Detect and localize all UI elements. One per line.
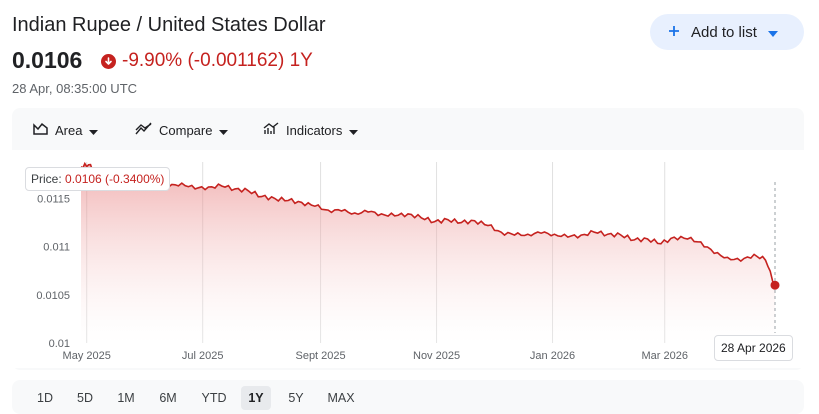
y-tick-label: 0.0115 <box>37 194 70 206</box>
price-change: -9.90% (-0.001162) 1Y <box>101 50 313 72</box>
range-button-1y[interactable]: 1Y <box>241 386 271 410</box>
indicators-label: Indicators <box>286 122 343 138</box>
timestamp: 28 Apr, 08:35:00 UTC <box>12 81 138 96</box>
price-line <box>80 161 776 286</box>
caret-down-icon <box>349 123 359 138</box>
current-price: 0.0106 <box>12 47 83 73</box>
compare-icon <box>135 122 152 138</box>
caret-down-icon <box>767 24 778 41</box>
range-button-5d[interactable]: 5D <box>77 391 93 405</box>
price-change-text: -9.90% (-0.001162) 1Y <box>122 50 313 71</box>
tooltip-value: 0.0106 (-0.3400%) <box>65 172 165 186</box>
x-tick-label: Nov 2025 <box>413 350 460 362</box>
tooltip-prefix: Price: <box>31 172 66 186</box>
price-tooltip: Price: 0.0106 (-0.3400%) <box>25 167 171 191</box>
range-selector <box>12 380 804 414</box>
range-button-1m[interactable]: 1M <box>117 391 135 405</box>
y-tick-label: 0.01 <box>49 338 70 350</box>
range-button-5y[interactable]: 5Y <box>288 391 304 405</box>
range-button-ytd[interactable]: YTD <box>201 391 227 405</box>
compare-button[interactable]: Compare <box>135 119 229 141</box>
y-tick-label: 0.011 <box>43 242 70 254</box>
indicators-button[interactable]: Indicators <box>263 119 359 141</box>
hover-point <box>770 280 780 290</box>
date-tooltip: 28 Apr 2026 <box>714 335 793 361</box>
x-tick-label: Sept 2025 <box>295 350 345 362</box>
plus-icon <box>668 24 680 41</box>
y-tick-label: 0.0105 <box>36 290 70 302</box>
price-area <box>81 163 775 343</box>
area-chart-icon <box>33 122 48 138</box>
range-button-max[interactable]: MAX <box>327 391 355 405</box>
range-button-1d[interactable]: 1D <box>37 391 53 405</box>
caret-down-icon <box>219 123 229 138</box>
arrow-down-circle-icon <box>101 53 116 69</box>
compare-label: Compare <box>159 122 213 138</box>
x-tick-label: Mar 2026 <box>641 350 687 362</box>
add-to-list-label: Add to list <box>691 23 757 41</box>
add-to-list-button[interactable]: Add to list <box>650 14 804 50</box>
x-tick-label: Jan 2026 <box>530 350 575 362</box>
indicators-icon <box>263 122 279 138</box>
chart-type-label: Area <box>55 122 83 138</box>
chart-type-button[interactable]: Area <box>33 119 99 141</box>
x-tick-label: Jul 2025 <box>182 350 224 362</box>
page-title: Indian Rupee / United States Dollar <box>12 14 326 36</box>
caret-down-icon <box>89 123 99 138</box>
x-tick-label: May 2025 <box>63 350 111 362</box>
range-button-6m[interactable]: 6M <box>159 391 177 405</box>
